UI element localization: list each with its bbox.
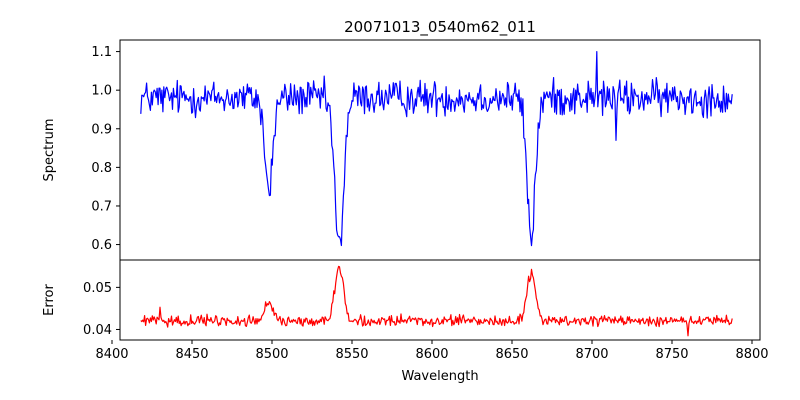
- x-tick-label: 8450: [175, 347, 208, 362]
- x-tick-label: 8650: [495, 347, 528, 362]
- x-tick-label: 8700: [575, 347, 608, 362]
- y-tick-label: 0.9: [91, 122, 112, 137]
- x-axis-label: Wavelength: [401, 369, 478, 384]
- x-axis: 8400 8450 8500 8550 8600 8650 8700 8750 8800: [95, 340, 769, 362]
- error-line: [140, 265, 733, 337]
- spectrum-panel: 0.6 0.7 0.8 0.9 1.0 1.1 Spectrum: [42, 39, 761, 261]
- spectrum-ylabel: Spectrum: [42, 119, 57, 182]
- y-tick-label: 1.1: [91, 45, 112, 60]
- x-tick-label: 8600: [415, 347, 448, 362]
- x-tick-label: 8800: [735, 347, 768, 362]
- x-tick-label: 8750: [655, 347, 688, 362]
- error-ylabel: Error: [42, 284, 57, 316]
- spectrum-line: [140, 50, 733, 247]
- y-tick-label: 1.0: [91, 84, 112, 99]
- chart-title: 20071013_0540m62_011: [344, 18, 536, 37]
- y-tick-label: 0.8: [91, 161, 112, 176]
- x-tick-label: 8550: [335, 347, 368, 362]
- y-tick-label: 0.04: [83, 323, 112, 338]
- x-tick-label: 8500: [255, 347, 288, 362]
- error-panel: 0.04 0.05 Error: [42, 259, 761, 341]
- x-tick-label: 8400: [95, 347, 128, 362]
- y-tick-label: 0.6: [91, 238, 112, 253]
- error-panel-frame: [119, 259, 761, 341]
- y-tick-label: 0.7: [91, 199, 112, 214]
- y-tick-label: 0.05: [83, 281, 112, 296]
